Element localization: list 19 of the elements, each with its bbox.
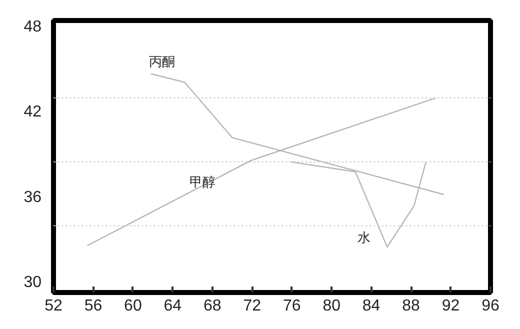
x-tick-label: 60: [124, 298, 142, 314]
x-tick-label: 96: [482, 298, 500, 314]
x-tick-label: 76: [282, 298, 301, 314]
series-label: 甲醇: [190, 175, 216, 190]
x-tick-label: 80: [322, 298, 341, 314]
x-tick-label: 68: [204, 298, 222, 314]
x-tick-label: 52: [44, 298, 62, 314]
x-tick-label: 64: [164, 298, 182, 314]
x-tick-label: 72: [243, 298, 262, 314]
series-label: 水: [357, 231, 370, 246]
x-tick-label: 56: [84, 298, 102, 314]
y-tick-label: 48: [24, 18, 42, 36]
y-tick-label: 42: [24, 104, 42, 121]
y-tick-label: 30: [24, 274, 42, 292]
series-label: 丙酮: [148, 54, 175, 70]
x-tick-label: 92: [442, 298, 460, 314]
x-tick-label: 88: [402, 298, 420, 314]
x-tick-label: 84: [362, 298, 380, 314]
y-tick-label: 36: [24, 188, 42, 206]
